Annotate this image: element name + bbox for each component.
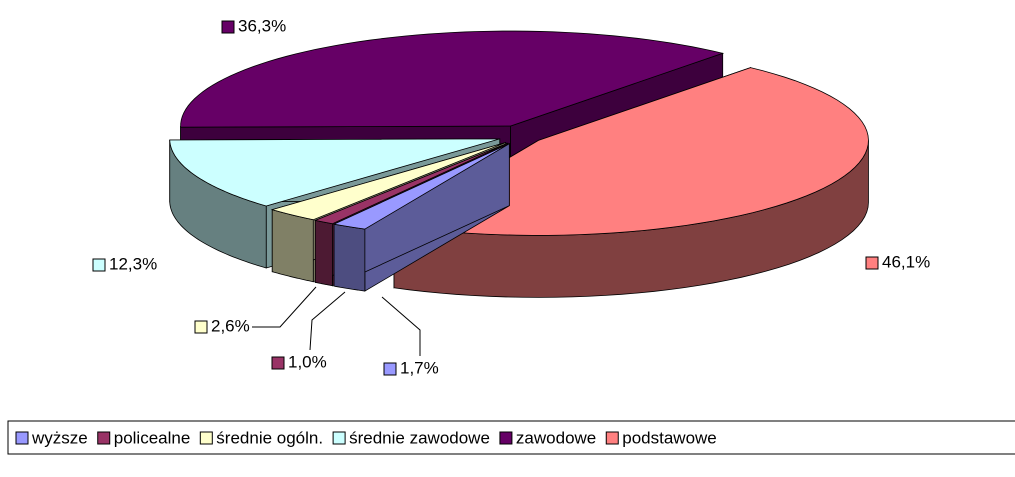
label-swatch	[383, 362, 397, 376]
legend-swatch	[605, 431, 619, 445]
label-swatch	[194, 320, 208, 334]
data-label: 1,7%	[400, 358, 439, 377]
pie-slice	[332, 142, 510, 292]
slice-top	[313, 142, 508, 225]
slice-top	[180, 30, 725, 128]
label-swatch	[271, 356, 285, 370]
slice-wall	[314, 219, 333, 287]
label-swatch	[92, 258, 106, 272]
data-label: 2,6%	[211, 316, 250, 335]
legend-label: średnie zawodowe	[349, 428, 490, 447]
leader-line	[309, 291, 346, 351]
legend-label: podstawowe	[622, 428, 717, 447]
data-label: 36,3%	[238, 16, 286, 35]
legend-label: policealne	[114, 428, 191, 447]
slice-top	[332, 143, 510, 230]
data-label: 1,0%	[288, 352, 327, 371]
legend-swatch	[499, 431, 513, 445]
leader-line	[252, 286, 317, 328]
legend-label: średnie ogóln.	[216, 428, 323, 447]
legend-swatch	[332, 431, 346, 445]
slice-top	[392, 67, 869, 236]
legend-swatch	[15, 431, 29, 445]
leader-line	[381, 296, 421, 356]
data-label: 12,3%	[109, 254, 157, 273]
data-label: 46,1%	[882, 252, 930, 271]
slice-top	[169, 138, 500, 207]
label-swatch	[865, 256, 879, 270]
legend-label: wyższe	[31, 428, 88, 447]
slice-wall	[271, 209, 314, 283]
slice-top	[270, 142, 506, 221]
slice-wall	[333, 223, 366, 292]
label-swatch	[221, 20, 235, 34]
legend-label: zawodowe	[516, 428, 596, 447]
legend-swatch	[97, 431, 111, 445]
legend-swatch	[199, 431, 213, 445]
